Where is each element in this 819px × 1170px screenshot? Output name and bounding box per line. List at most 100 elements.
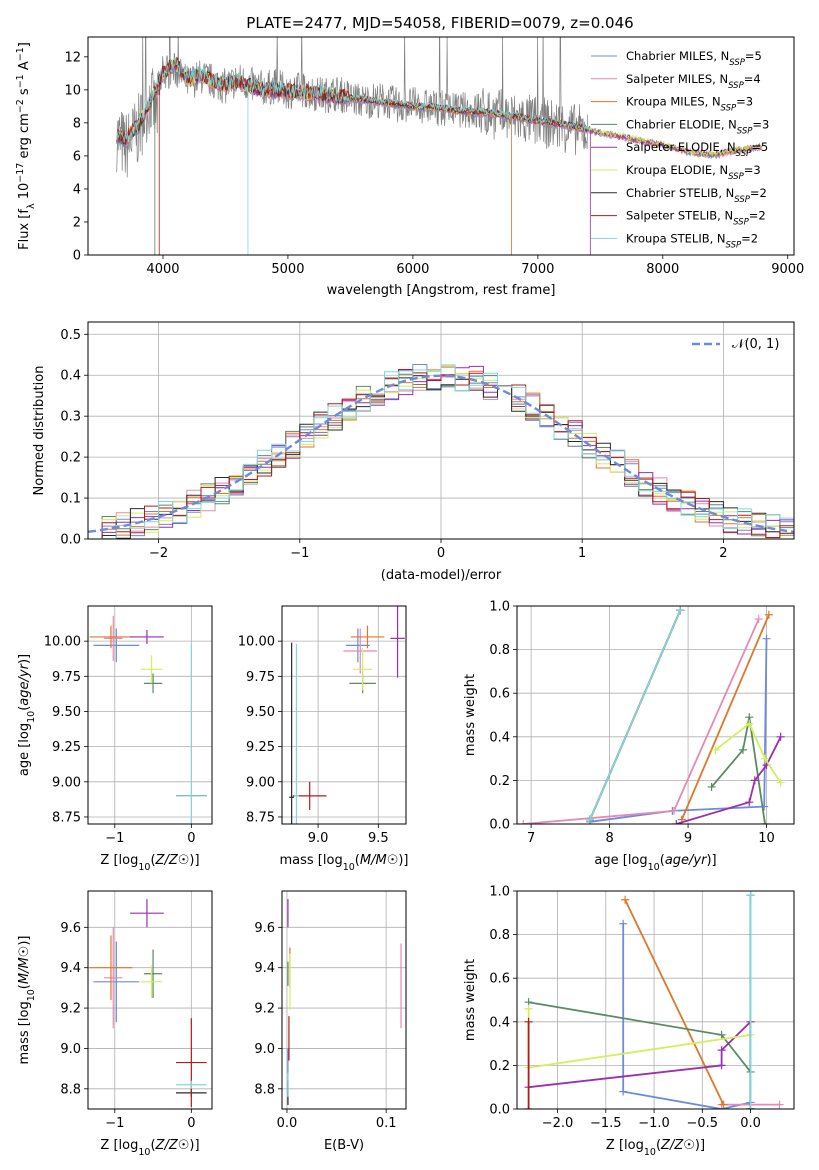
age-Z-xtick-label: −1 bbox=[105, 831, 124, 846]
weight-Z-marker-0 bbox=[619, 919, 628, 928]
legend-label-1: Salpeter MILES, NSSP=4 bbox=[626, 72, 761, 91]
weight-age-marker-2 bbox=[764, 610, 773, 619]
mass-Z-ytick-label: 9.6 bbox=[60, 921, 81, 936]
weight-age-marker-3 bbox=[707, 782, 716, 791]
weight-age-panel: 7 8 9 10 0.0 0.2 0.4 0.6 0.8 1.0 bbox=[489, 600, 795, 846]
spectrum-frame bbox=[87, 36, 795, 256]
mass-EBV-ytick-label: 9.6 bbox=[254, 921, 275, 936]
weight-Z-plot-area bbox=[524, 891, 784, 1109]
residuals-ytick-label: 0.1 bbox=[60, 492, 81, 507]
age-mass-ytick-label: 8.75 bbox=[246, 810, 275, 825]
spectrum-model-line-8 bbox=[116, 57, 591, 143]
weight-age-ytick-label: 0.6 bbox=[489, 687, 510, 702]
legend-label-8: Kroupa STELIB, NSSP=2 bbox=[626, 231, 758, 250]
weight-age-marker-3 bbox=[760, 820, 769, 824]
age-Z-ytick-label: 9.25 bbox=[52, 740, 81, 755]
weight-Z-series-0 bbox=[622, 923, 752, 1109]
weight-Z-series-2 bbox=[624, 899, 725, 1105]
age-mass-ytick-label: 9.75 bbox=[246, 670, 275, 685]
residuals-xtick-label: 1 bbox=[578, 546, 586, 561]
age-mass-panel: 9.0 9.5 8.75 9.00 9.25 9.50 9.75 10.00 bbox=[238, 605, 407, 846]
age-Z-ytick-label: 10.00 bbox=[44, 635, 81, 650]
mass-EBV-ytick-label: 9.0 bbox=[254, 1042, 275, 1057]
mass-Z-plot-area bbox=[89, 899, 207, 1107]
weight-age-xtick-label: 7 bbox=[527, 831, 535, 846]
weight-Z-series-5 bbox=[527, 1008, 751, 1069]
residuals-xtick-label: 0 bbox=[437, 546, 445, 561]
weight-Z-ytick-label: 0.2 bbox=[489, 1059, 510, 1074]
mass-EBV-ytick-label: 9.2 bbox=[254, 1002, 275, 1017]
residuals-ytick-label: 0.0 bbox=[60, 533, 81, 548]
residuals-panel: −2 −1 0 1 2 0.0 0.1 0.2 0.3 0.4 0.5 bbox=[60, 321, 795, 561]
spectrum-xlabel: wavelength [Angstrom, rest frame] bbox=[327, 283, 556, 298]
residuals-xtick-label: −1 bbox=[290, 546, 309, 561]
weight-age-ytick-label: 0.8 bbox=[489, 643, 510, 658]
mass-EBV-plot-area bbox=[287, 899, 402, 1105]
weight-age-marker-5 bbox=[776, 778, 785, 787]
residuals-ytick-label: 0.4 bbox=[60, 369, 81, 384]
age-Z-plot-area bbox=[89, 615, 207, 824]
residuals-xtick-label: 2 bbox=[719, 546, 727, 561]
mass-Z-xtick-label: −1 bbox=[105, 1116, 124, 1131]
mass-EBV-frame bbox=[281, 890, 407, 1110]
weight-age-xtick-label: 9 bbox=[684, 831, 692, 846]
age-mass-ytick-label: 9.50 bbox=[246, 705, 275, 720]
spectrum-ytick-label: 0 bbox=[73, 249, 81, 264]
age-mass-ytick-label: 9.00 bbox=[246, 775, 275, 790]
weight-Z-xtick-label: 0.0 bbox=[740, 1116, 761, 1131]
weight-age-series-8 bbox=[589, 610, 682, 820]
age-Z-xtick-label: 0 bbox=[187, 831, 195, 846]
weight-age-xtick-label: 10 bbox=[758, 831, 775, 846]
mass-Z-xtick-label: 0 bbox=[187, 1116, 195, 1131]
weight-age-marker-1 bbox=[754, 615, 763, 624]
spectrum-ytick-label: 6 bbox=[73, 149, 81, 164]
weight-Z-ytick-label: 1.0 bbox=[489, 885, 510, 900]
weight-age-marker-0 bbox=[760, 802, 769, 811]
spectrum-panel: 4000 5000 6000 7000 8000 9000 0 2 4 6 8 10 12 bbox=[64, 36, 804, 277]
age-Z-frame bbox=[87, 605, 213, 825]
figure-title: PLATE=2477, MJD=54058, FIBERID=0079, z=0… bbox=[246, 14, 633, 32]
age-Z-panel: −1 0 8.75 9.00 9.25 9.50 9.75 10.00 bbox=[44, 605, 213, 846]
weight-age-ylabel: mass weight bbox=[463, 674, 478, 756]
residuals-ytick-label: 0.2 bbox=[60, 451, 81, 466]
mass-Z-ytick-label: 9.4 bbox=[60, 961, 81, 976]
mass-Z-ytick-label: 9.2 bbox=[60, 1002, 81, 1017]
weight-Z-xtick-label: −1.0 bbox=[638, 1116, 670, 1131]
weight-Z-ytick-label: 0.0 bbox=[489, 1103, 510, 1118]
age-mass-xlabel: mass [log10(M/M☉)] bbox=[279, 853, 408, 873]
mass-EBV-xtick-label: 0.0 bbox=[277, 1116, 298, 1131]
mass-Z-ytick-label: 9.0 bbox=[60, 1042, 81, 1057]
weight-age-xtick-label: 8 bbox=[605, 831, 613, 846]
weight-Z-marker-5 bbox=[524, 1004, 533, 1013]
age-Z-ytick-label: 9.50 bbox=[52, 705, 81, 720]
weight-age-xlabel: age [log10(age/yr)] bbox=[594, 853, 716, 873]
age-Z-xlabel: Z [log10(Z/Z☉)] bbox=[100, 853, 199, 873]
weight-Z-frame bbox=[516, 890, 795, 1110]
spectrum-xtick-label: 8000 bbox=[646, 262, 679, 277]
weight-Z-ytick-label: 0.8 bbox=[489, 928, 510, 943]
weight-Z-marker-8 bbox=[746, 1105, 755, 1109]
legend-label-5: Kroupa ELODIE, NSSP=3 bbox=[626, 163, 761, 182]
age-mass-frame bbox=[281, 605, 407, 825]
weight-Z-marker-7 bbox=[524, 1017, 533, 1026]
legend-label-3: Chabrier ELODIE, NSSP=3 bbox=[626, 117, 769, 136]
weight-age-series-2 bbox=[680, 614, 770, 820]
spectrum-xtick-label: 7000 bbox=[521, 262, 554, 277]
mass-EBV-ytick-label: 9.4 bbox=[254, 961, 275, 976]
spectrum-xtick-label: 6000 bbox=[396, 262, 429, 277]
spectrum-ytick-label: 2 bbox=[73, 215, 81, 230]
mass-EBV-panel: 0.0 0.1 8.8 9.0 9.2 9.4 9.6 bbox=[254, 890, 407, 1131]
weight-age-marker-5 bbox=[760, 754, 769, 763]
weight-age-marker-5 bbox=[745, 719, 754, 728]
spectrum-ytick-label: 4 bbox=[73, 182, 81, 197]
mass-Z-xlabel: Z [log10(Z/Z☉)] bbox=[100, 1138, 199, 1158]
weight-age-marker-3 bbox=[738, 745, 747, 754]
weight-age-marker-4 bbox=[745, 798, 754, 807]
weight-age-series-5 bbox=[714, 722, 782, 784]
legend-label-6: Chabrier STELIB, NSSP=2 bbox=[626, 186, 767, 205]
weight-age-ytick-label: 0.2 bbox=[489, 774, 510, 789]
weight-Z-marker-1 bbox=[775, 1100, 784, 1109]
spectrum-plot-area bbox=[116, 37, 762, 255]
age-mass-ytick-label: 9.25 bbox=[246, 740, 275, 755]
